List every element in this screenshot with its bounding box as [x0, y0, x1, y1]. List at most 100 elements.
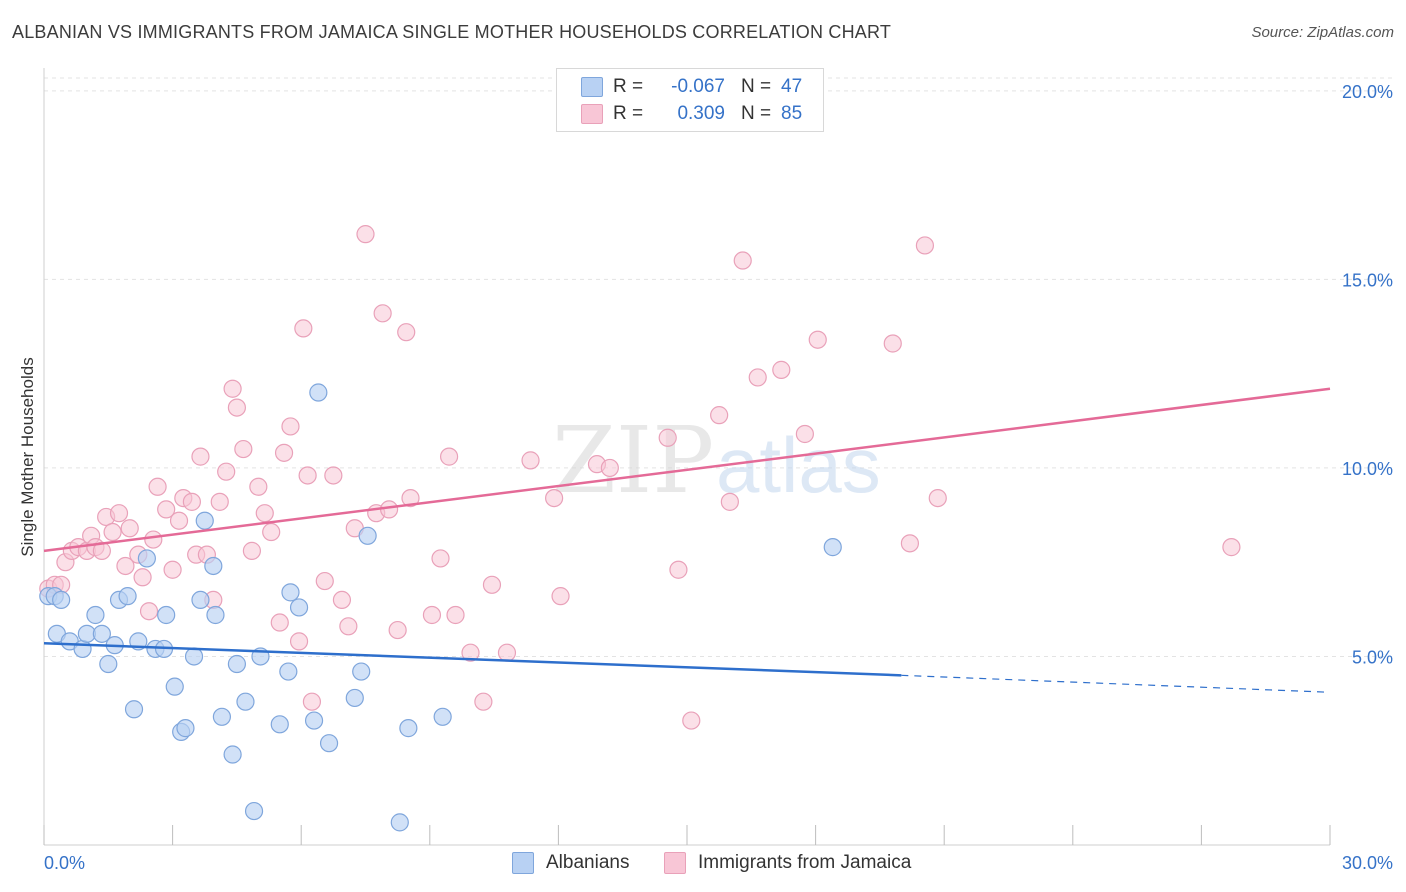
jamaica-point [217, 462, 236, 481]
jamaica-point [900, 534, 920, 553]
albanians-point [52, 590, 71, 610]
albanians-point [204, 556, 223, 576]
jamaica-point [439, 447, 459, 466]
jamaica-point [116, 556, 135, 576]
albanians-point [433, 707, 452, 726]
albanians-point [399, 719, 418, 738]
jamaica-point [928, 488, 947, 508]
albanians-point [281, 583, 300, 602]
x-tick-label: 0.0% [44, 853, 85, 873]
n-value-albanians: 47 [781, 76, 803, 97]
albanians-point [345, 688, 364, 708]
jamaica-point [262, 522, 281, 542]
jamaica-point [294, 319, 313, 338]
albanians-point [304, 711, 324, 730]
albanians-trend-line [43, 642, 902, 677]
albanians-point [279, 662, 298, 681]
jamaica-point [133, 568, 152, 587]
r-label: R = [613, 76, 644, 97]
jamaica-point [915, 236, 935, 255]
albanians-point [227, 654, 246, 674]
legend-item-jamaica[interactable]: Immigrants from Jamaica [664, 852, 911, 874]
jamaica-point [521, 451, 540, 470]
albanians-point [319, 734, 339, 753]
jamaica-legend-swatch [664, 852, 686, 874]
n-label: N = [741, 76, 772, 97]
n-label: N = [741, 103, 772, 124]
jamaica-point [270, 613, 289, 632]
jamaica-point [289, 632, 309, 651]
jamaica-point [249, 477, 268, 496]
chart-title: ALBANIAN VS IMMIGRANTS FROM JAMAICA SING… [12, 22, 892, 42]
albanians-swatch [581, 77, 603, 97]
tick-labels: 5.0% 10.0% 15.0% 20.0% 0.0% 30.0% [44, 82, 1393, 873]
jamaica-point [808, 330, 827, 349]
albanians-point [157, 605, 176, 625]
jamaica-point [446, 605, 465, 625]
albanians-point [289, 598, 309, 617]
albanians-point [118, 587, 137, 606]
x-tick-label: 30.0% [1342, 853, 1393, 873]
jamaica-point [682, 711, 701, 730]
jamaica-point [103, 522, 122, 542]
jamaica-point [324, 466, 343, 485]
jamaica-point [223, 379, 242, 398]
albanians-trend-extension [901, 674, 1331, 693]
watermark-zip: ZIP [552, 407, 714, 514]
albanians-point [73, 639, 92, 659]
jamaica-point [474, 692, 493, 711]
jamaica-point [772, 360, 791, 379]
jamaica-point [227, 398, 246, 417]
jamaica-point [255, 504, 274, 523]
albanians-point [165, 677, 184, 696]
r-label: R = [613, 103, 644, 124]
axes [43, 68, 1331, 846]
jamaica-point [157, 500, 176, 519]
jamaica-point [883, 334, 902, 353]
albanians-point [823, 538, 842, 557]
jamaica-point [497, 643, 517, 662]
jamaica-point [482, 575, 502, 594]
albanians-point [212, 707, 231, 726]
jamaica-point [109, 504, 129, 523]
jamaica-point [356, 225, 375, 244]
jamaica-point [139, 602, 159, 621]
albanians-point [270, 715, 289, 734]
jamaica-point [274, 443, 294, 462]
jamaica-point [315, 571, 334, 591]
jamaica-point [144, 530, 163, 549]
jamaica-point [431, 549, 450, 568]
jamaica-point [163, 560, 182, 579]
jamaica-point [298, 466, 317, 485]
jamaica-point [720, 492, 739, 511]
legend-item-albanians[interactable]: Albanians [512, 852, 629, 874]
legend-label-jamaica: Immigrants from Jamaica [698, 852, 912, 873]
jamaica-point [658, 428, 677, 447]
albanians-point [352, 662, 371, 681]
jamaica-point [182, 492, 201, 511]
albanians-point [358, 526, 377, 545]
jamaica-point [281, 417, 300, 436]
jamaica-swatch [581, 104, 603, 124]
albanians-point [99, 654, 118, 674]
jamaica-point [379, 500, 399, 519]
jamaica-point [710, 406, 729, 425]
albanians-legend-swatch [512, 852, 534, 874]
albanians-point [244, 801, 264, 821]
albanians-point [137, 549, 156, 568]
albanians-point [236, 692, 255, 711]
albanians-point [176, 719, 195, 738]
albanians-point [124, 700, 144, 719]
jamaica-point [148, 477, 167, 496]
trend-lines [43, 387, 1331, 693]
jamaica-point [669, 560, 688, 579]
albanians-point [223, 745, 242, 764]
gridlines [44, 77, 1392, 657]
albanians-point [390, 813, 409, 832]
jamaica-point [748, 368, 767, 387]
jamaica-point [401, 488, 420, 508]
jamaica-point [234, 439, 253, 459]
albanians-point [206, 605, 225, 625]
jamaica-point [545, 488, 564, 508]
jamaica-point [120, 519, 139, 538]
